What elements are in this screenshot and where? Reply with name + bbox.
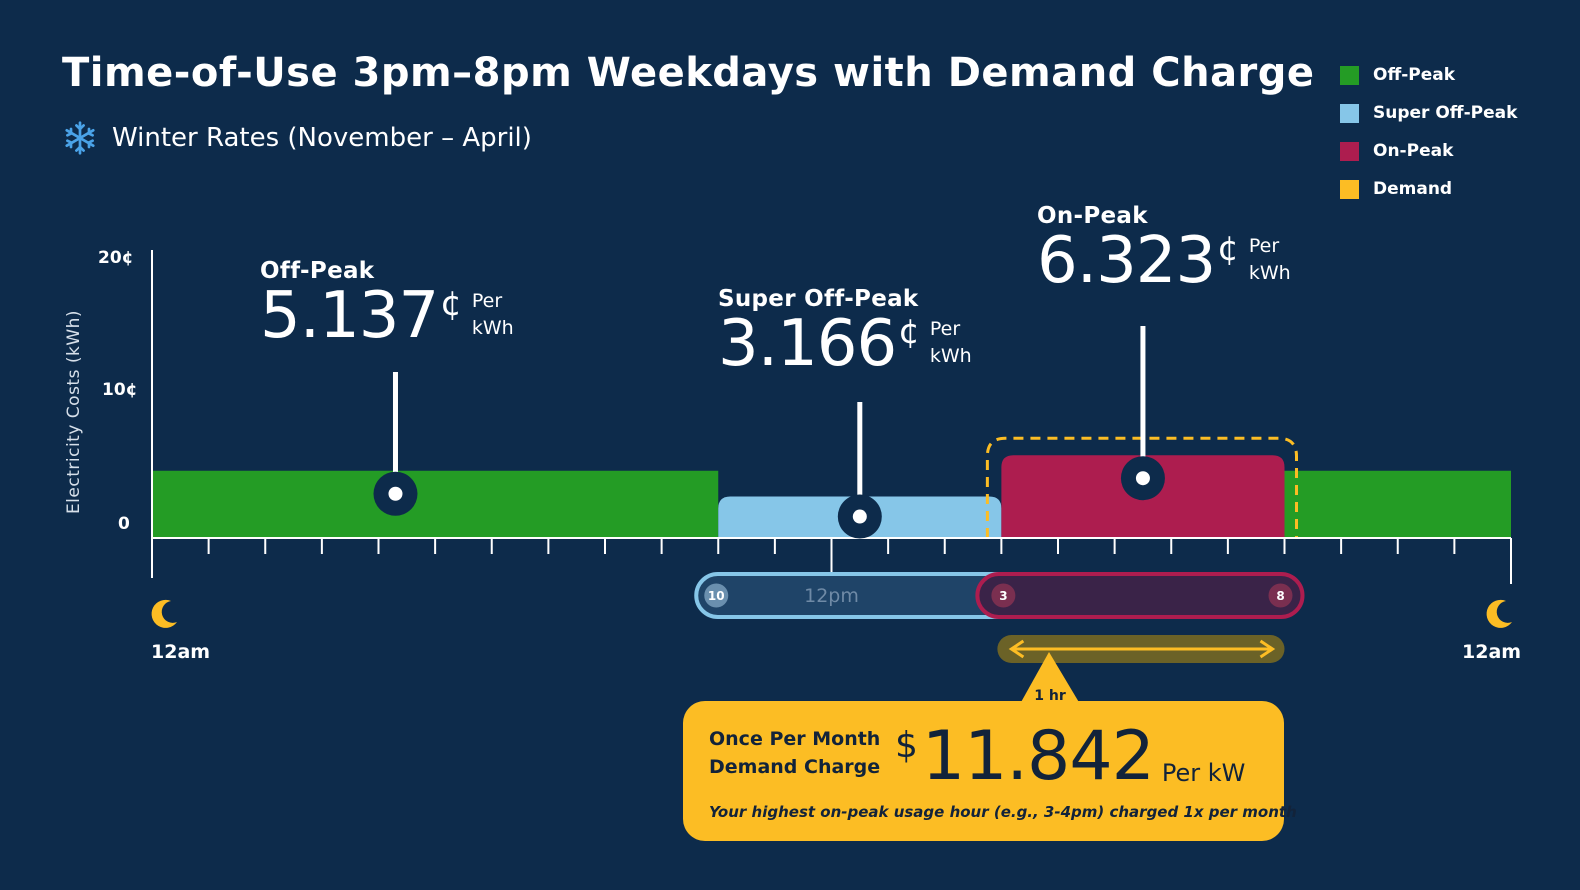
x-start-label: 12am [151,641,211,663]
legend-item-super-off-peak: Super Off-Peak [1340,94,1517,132]
period-name: On-Peak [1037,203,1148,229]
demand-unit: Per kW [1161,759,1246,787]
y-tick-label: 10¢ [102,380,138,400]
period-name: Super Off-Peak [718,286,919,312]
bar-off-peak [152,470,719,538]
demand-note: Your highest on-peak usage hour (e.g., 3… [709,803,1297,821]
y-tick-label: 0 [118,514,130,534]
range-marker [1268,583,1293,608]
page-title: Time-of-Use 3pm–8pm Weekdays with Demand… [62,50,1315,96]
demand-charge-box: Once Per Month Demand Charge $ 11.842 Per… [683,701,1297,841]
snowflake-icon [65,121,95,155]
price-unit: ¢ [898,312,920,352]
demand-title: Once Per Month Demand Charge [709,728,881,778]
price-unit: ¢ [440,284,462,324]
price-row: 5.137 ¢ Per kWh [260,282,514,350]
arrow-right-icon [1259,639,1276,659]
period-name: Off-Peak [260,258,375,284]
legend-item-off-peak: Off-Peak [1340,56,1517,94]
legend-label: Demand [1373,179,1453,199]
x-mid-label: 12pm [804,585,859,607]
arrow-left-icon [1008,639,1025,659]
price-value: 6.323 [1037,224,1216,298]
demand-value: 11.842 [921,717,1155,796]
period-label-super-off-peak: Super Off-Peak 3.166 ¢ Per kWh [718,286,972,378]
price-per: Per kWh [929,318,972,367]
legend-label: On-Peak [1373,141,1454,161]
legend-swatch [1340,141,1359,161]
callout-dot [852,509,867,524]
legend-swatch [1340,65,1359,85]
price-value: 5.137 [260,279,439,353]
demand-pointer [1020,652,1080,704]
price-row: 3.166 ¢ Per kWh [718,310,972,378]
legend-item-on-peak: On-Peak [1340,132,1517,170]
legend-label: Off-Peak [1373,65,1456,85]
subtitle: Winter Rates (November – April) [62,120,532,156]
price-value: 3.166 [718,307,897,381]
legend-label: Super Off-Peak [1373,103,1518,123]
interval-label: 1 hr [1034,688,1066,704]
range-marker [704,583,729,608]
legend-swatch [1340,179,1359,199]
subtitle-text: Winter Rates (November – April) [112,123,532,153]
price-unit: ¢ [1217,229,1239,269]
price-per: Per kWh [1248,235,1291,284]
price-per: Per kWh [471,290,514,339]
moon-icon [1486,599,1512,628]
moon-icon [151,599,177,628]
x-end-label: 12am [1462,641,1522,663]
range-marker-label: 10 [708,589,725,603]
demand-price: $ 11.842 Per kW [895,719,1245,795]
demand-dollar: $ [895,725,918,766]
callout-dot [1135,471,1150,486]
period-label-off-peak: Off-Peak 5.137 ¢ Per kWh [260,258,514,350]
range-marker [991,583,1016,608]
period-label-on-peak: On-Peak 6.323 ¢ Per kWh [1037,203,1291,295]
legend: Off-Peak Super Off-Peak On-Peak Demand [1340,56,1517,208]
range-marker-label: 3 [999,589,1007,603]
callout-dot [388,486,403,501]
price-row: 6.323 ¢ Per kWh [1037,227,1291,295]
legend-item-demand: Demand [1340,170,1517,208]
range-pill-on-peak [975,572,1305,619]
y-tick-label: 20¢ [98,248,134,268]
bar-off-peak [1284,470,1511,538]
legend-swatch [1340,103,1359,123]
range-marker-label: 8 [1276,589,1284,603]
